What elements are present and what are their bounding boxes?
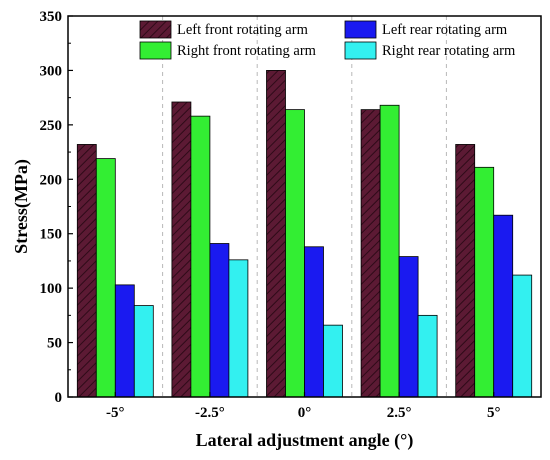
legend-label: Right front rotating arm <box>177 43 317 59</box>
y-tick-label: 150 <box>40 227 63 243</box>
bar-5-series-1 <box>455 144 476 398</box>
bar-2-series-2 <box>190 115 211 398</box>
legend-label: Left front rotating arm <box>177 22 309 38</box>
bar-3-series-1 <box>266 70 286 398</box>
bar-1-series-3 <box>114 284 135 398</box>
y-tick-label: 200 <box>40 172 63 188</box>
x-tick-label: 2.5° <box>387 405 412 421</box>
bar-3-series-2 <box>285 109 305 398</box>
y-tick-label: 50 <box>47 336 62 352</box>
bar-4-series-4 <box>417 314 438 398</box>
bar-2-series-4 <box>228 259 249 398</box>
y-tick-label: 250 <box>40 118 63 134</box>
x-tick-label: 5° <box>487 405 501 421</box>
bar-4-series-2 <box>379 104 400 398</box>
x-tick-label: -2.5° <box>195 405 225 421</box>
y-tick-label: 100 <box>40 281 63 297</box>
bar-5-series-4 <box>512 274 533 398</box>
legend-swatch <box>344 41 377 60</box>
y-tick-label: 350 <box>40 9 63 25</box>
bar-2-series-1 <box>171 101 192 398</box>
legend-swatch <box>344 20 377 39</box>
bar-1-series-2 <box>95 158 116 398</box>
y-tick-label: 300 <box>40 63 63 79</box>
x-tick-label: -5° <box>106 405 125 421</box>
bar-3-series-4 <box>323 324 343 398</box>
legend-label: Left rear rotating arm <box>382 22 508 38</box>
legend-swatch <box>139 20 172 39</box>
x-axis-title: Lateral adjustment angle (°) <box>196 430 414 451</box>
bar-1-series-4 <box>133 305 154 398</box>
bar-2-series-3 <box>209 243 230 398</box>
legend-swatch <box>139 41 172 60</box>
plot-frame <box>67 15 542 398</box>
legend-label: Right rear rotating arm <box>382 43 516 59</box>
y-tick-label: 0 <box>55 390 63 406</box>
bar-5-series-3 <box>493 214 514 398</box>
bar-4-series-1 <box>360 109 381 398</box>
bar-1-series-1 <box>76 144 97 398</box>
y-axis-title: Stress(MPa) <box>11 159 32 254</box>
x-tick-label: 0° <box>298 405 312 421</box>
bar-5-series-2 <box>474 166 495 398</box>
bar-3-series-3 <box>304 246 324 398</box>
legend: Left front rotating arm Left rear rotatin… <box>139 20 516 60</box>
bar-4-series-3 <box>398 256 419 398</box>
